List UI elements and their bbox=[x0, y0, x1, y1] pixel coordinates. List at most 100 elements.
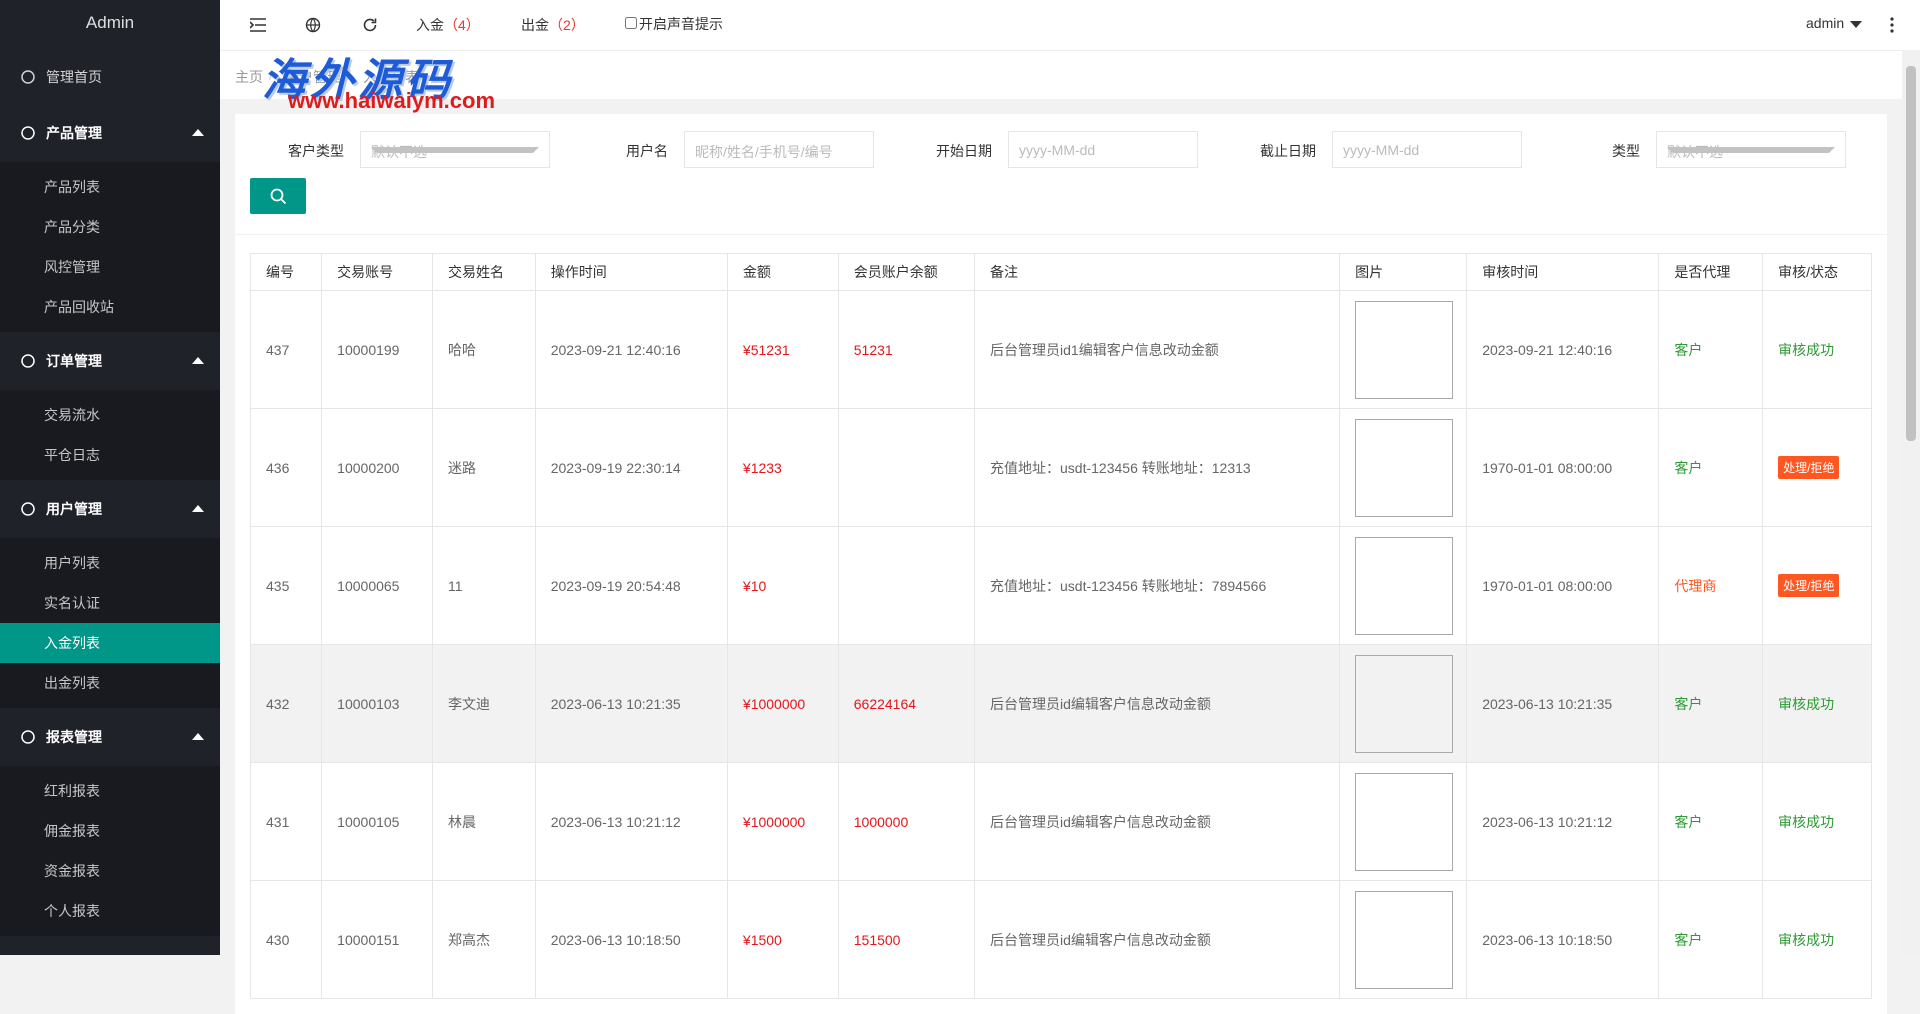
scroll-thumb[interactable] bbox=[1906, 66, 1916, 441]
table-row[interactable]: 436 10000200 迷路 2023-09-19 22:30:14 ¥1233 充值地… bbox=[249, 408, 1872, 527]
cell-text: 后台管理员id编辑客户信息改动金额 bbox=[990, 695, 1211, 712]
table-cell: 审核成功 bbox=[1762, 880, 1872, 999]
table-cell: 2023-06-13 10:21:12 bbox=[534, 762, 728, 881]
menu: 管理首页 产品管理产品列表产品分类风控管理产品回收站订单管理交易流水平仓日志用户管… bbox=[0, 50, 220, 955]
deposit-table: 编号 交易账号 交易姓名 操作时间 金额 会员账户余额 备注 图片 审核时间 是否代理 审核/状态 4… bbox=[249, 253, 1872, 999]
header-row: 编号 交易账号 交易姓名 操作时间 金额 会员账户余额 备注 图片 审核时间 是否代理 审核/状态 bbox=[249, 253, 1872, 291]
image-placeholder[interactable] bbox=[1355, 890, 1454, 989]
filter-input[interactable]: 昵称/姓名/手机号/编号 bbox=[684, 131, 874, 168]
cell-text: ¥51231 bbox=[742, 341, 790, 358]
filter-select[interactable]: 默认不选 bbox=[360, 131, 550, 168]
submenu-item[interactable]: 入金列表 bbox=[0, 623, 220, 663]
cell-text: 充值地址：usdt-123456 转账地址：12313 bbox=[990, 459, 1251, 476]
table-row[interactable]: 431 10000105 林晨 2023-06-13 10:21:12 ¥1000000… bbox=[249, 762, 1872, 881]
submenu-item[interactable]: 产品回收站 bbox=[44, 299, 114, 315]
submenu-item[interactable]: 用户列表 bbox=[44, 555, 100, 571]
image-placeholder[interactable] bbox=[1355, 772, 1454, 871]
column-header: 是否代理 bbox=[1658, 253, 1764, 291]
table-row[interactable]: 437 10000199 哈哈 2023-09-21 12:40:16 ¥51231 51… bbox=[249, 290, 1872, 409]
table-row[interactable]: 435 10000065 11 2023-09-19 20:54:48 ¥10 充值地址：… bbox=[249, 526, 1872, 645]
table-cell: ¥10 bbox=[726, 526, 839, 645]
image-placeholder[interactable] bbox=[1355, 300, 1454, 399]
table-cell: ¥51231 bbox=[726, 290, 839, 409]
table-cell: 充值地址：usdt-123456 转账地址：12313 bbox=[974, 408, 1341, 527]
user-menu[interactable]: admin bbox=[1806, 15, 1844, 31]
menu-group[interactable]: 系统管理 bbox=[0, 936, 220, 955]
cell-text: 1970-01-01 08:00:00 bbox=[1482, 459, 1613, 476]
filter-select[interactable]: 默认不选 bbox=[1656, 131, 1846, 168]
cell-text: 后台管理员id编辑客户信息改动金额 bbox=[990, 813, 1211, 830]
menu-group[interactable]: 报表管理 bbox=[0, 708, 220, 766]
withdraw-link[interactable]: 出金（2） bbox=[521, 15, 585, 35]
sidebar: Admin 管理首页 产品管理产品列表产品分类风控管理产品回收站订单管理交易流水平… bbox=[0, 0, 220, 955]
breadcrumb-item[interactable]: 入金列表 bbox=[363, 69, 419, 85]
menu-icon bbox=[21, 126, 35, 140]
breadcrumb-sep: / bbox=[347, 67, 351, 83]
table-cell bbox=[837, 526, 976, 645]
submenu-item[interactable]: 佣金报表 bbox=[44, 823, 100, 839]
submenu-item[interactable]: 资金报表 bbox=[44, 863, 100, 879]
cell-text: 437 bbox=[266, 341, 290, 358]
status-badge[interactable]: 处理/拒绝 bbox=[1778, 574, 1840, 597]
brand: Admin bbox=[85, 13, 135, 32]
menu-toggle[interactable] bbox=[250, 18, 266, 32]
submenu-item[interactable]: 平仓日志 bbox=[44, 447, 100, 463]
submenu-item[interactable]: 风控管理 bbox=[44, 259, 100, 275]
cell-text: 后台管理员id1编辑客户信息改动金额 bbox=[990, 341, 1219, 358]
image-placeholder[interactable] bbox=[1355, 536, 1454, 635]
table-cell: 后台管理员id1编辑客户信息改动金额 bbox=[974, 290, 1341, 409]
menu-group[interactable]: 用户管理 bbox=[0, 480, 220, 538]
scrollbar[interactable] bbox=[1902, 50, 1920, 955]
watermark-title: 海外源码 bbox=[262, 55, 454, 106]
sound-toggle[interactable]: 开启声音提示 bbox=[625, 14, 723, 34]
submenu-item[interactable]: 实名认证 bbox=[44, 595, 100, 611]
web-icon[interactable] bbox=[305, 17, 321, 33]
refresh-icon[interactable] bbox=[362, 17, 378, 33]
menu-group[interactable]: 管理首页 bbox=[0, 50, 220, 104]
cell-text: 431 bbox=[266, 813, 290, 830]
deposit-link[interactable]: 入金（4） bbox=[416, 15, 480, 35]
more-icon[interactable] bbox=[1890, 17, 1894, 33]
filter-input[interactable]: yyyy-MM-dd bbox=[1008, 131, 1198, 168]
image-placeholder[interactable] bbox=[1355, 418, 1454, 517]
menu-group[interactable]: 产品管理 bbox=[0, 104, 220, 162]
cell-text: 10000151 bbox=[337, 931, 400, 948]
column-header: 操作时间 bbox=[534, 253, 728, 291]
status-badge[interactable]: 处理/拒绝 bbox=[1778, 456, 1840, 479]
column-header: 编号 bbox=[249, 253, 323, 291]
cell-text: ¥1233 bbox=[742, 459, 782, 476]
table-head: 编号 交易账号 交易姓名 操作时间 金额 会员账户余额 备注 图片 审核时间 是否代理 审核/状态 bbox=[249, 253, 1872, 291]
image-placeholder[interactable] bbox=[1355, 654, 1454, 753]
placeholder: 昵称/姓名/手机号/编号 bbox=[695, 144, 833, 160]
table-row[interactable]: 432 10000103 李文迪 2023-06-13 10:21:35 ¥100000… bbox=[249, 644, 1872, 763]
table-cell: 432 bbox=[249, 644, 323, 763]
cell-text: 2023-09-21 12:40:16 bbox=[1482, 341, 1613, 358]
table-row[interactable]: 430 10000151 郑高杰 2023-06-13 10:18:50 ¥1500 15… bbox=[249, 880, 1872, 999]
cell-text: 2023-09-19 22:30:14 bbox=[550, 459, 681, 476]
cell-text: 10000065 bbox=[337, 577, 400, 594]
cell-text: 审核成功 bbox=[1778, 695, 1835, 712]
table-cell: 11 bbox=[432, 526, 536, 645]
submenu-item[interactable]: 交易流水 bbox=[44, 407, 100, 423]
table-cell: 10000151 bbox=[321, 880, 434, 999]
search-button[interactable] bbox=[250, 178, 306, 214]
menu-group[interactable]: 订单管理 bbox=[0, 332, 220, 390]
table-cell: 林晨 bbox=[432, 762, 536, 881]
cell-text: 2023-06-13 10:18:50 bbox=[550, 931, 681, 948]
cell-text: 2023-06-13 10:21:35 bbox=[550, 695, 681, 712]
submenu-item[interactable]: 个人报表 bbox=[44, 903, 100, 919]
sound-checkbox[interactable] bbox=[625, 17, 637, 29]
table-cell: 2023-06-13 10:21:35 bbox=[534, 644, 728, 763]
breadcrumb-item[interactable]: 主页 bbox=[235, 69, 263, 85]
table-cell: ¥1500 bbox=[726, 880, 839, 999]
filter-input[interactable]: yyyy-MM-dd bbox=[1332, 131, 1522, 168]
submenu-item[interactable]: 红利报表 bbox=[44, 783, 100, 799]
breadcrumb-item[interactable]: 用户管理 bbox=[285, 69, 341, 85]
submenu-item[interactable]: 产品列表 bbox=[44, 179, 100, 195]
submenu-item[interactable]: 出金列表 bbox=[44, 675, 100, 691]
menu-caret bbox=[192, 733, 204, 740]
table-cell: 1000000 bbox=[837, 762, 976, 881]
submenu-item[interactable]: 产品分类 bbox=[44, 219, 100, 235]
image-cell bbox=[1339, 526, 1468, 645]
placeholder: yyyy-MM-dd bbox=[1019, 142, 1096, 158]
